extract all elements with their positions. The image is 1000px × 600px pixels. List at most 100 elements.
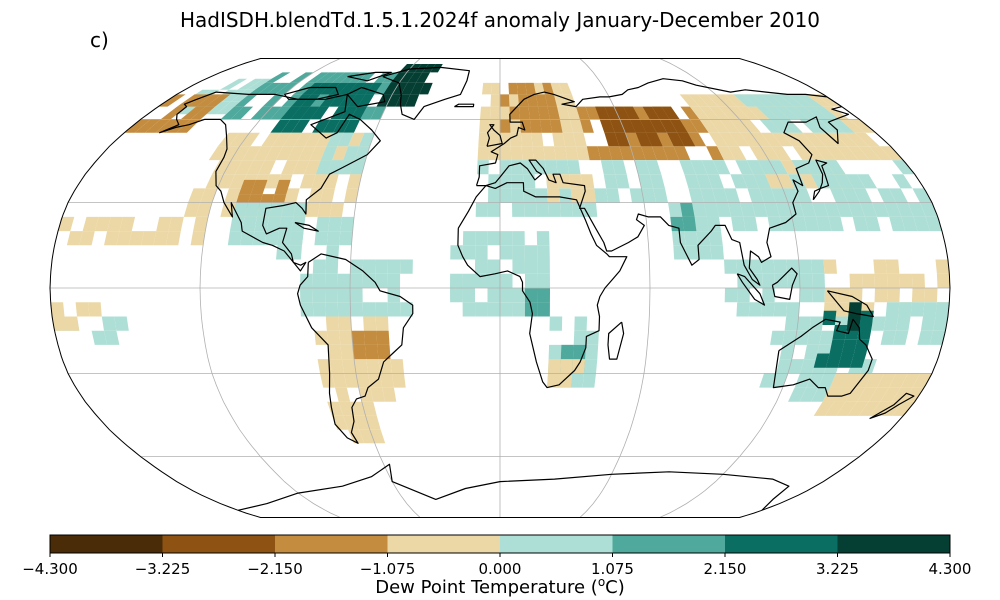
- anomaly-cell: [799, 119, 824, 133]
- anomaly-cell: [235, 160, 254, 175]
- anomaly-cell: [573, 132, 587, 147]
- anomaly-cell: [325, 288, 338, 303]
- anomaly-cell: [752, 202, 768, 217]
- anomaly-cell: [300, 94, 321, 107]
- anomaly-cell: [736, 302, 750, 317]
- anomaly-cell: [727, 106, 750, 120]
- anomaly-cell: [390, 72, 407, 83]
- chart-title: HadISDH.blendTd.1.5.1.2024f anomaly Janu…: [179, 8, 821, 32]
- anomaly-cell: [696, 231, 711, 246]
- anomaly-cell: [813, 106, 840, 120]
- anomaly-cell: [560, 359, 573, 374]
- anomaly-cell: [936, 273, 950, 288]
- anomaly-cell: [757, 160, 777, 175]
- anomaly-cell: [641, 146, 657, 161]
- anomaly-cell: [376, 330, 390, 345]
- anomaly-cell: [477, 160, 489, 175]
- anomaly-cell: [327, 160, 344, 175]
- anomaly-cell: [257, 82, 282, 95]
- anomaly-cell: [804, 344, 820, 360]
- anomaly-cell: [819, 119, 845, 133]
- anomaly-cell: [623, 106, 640, 120]
- anomaly-cell: [724, 288, 738, 303]
- anomaly-cell: [309, 146, 327, 161]
- anomaly-cell: [405, 94, 420, 107]
- anomaly-cell: [395, 94, 411, 107]
- anomaly-cell: [600, 160, 616, 175]
- anomaly-cell: [190, 106, 216, 120]
- colorbar-tick-label: −3.225: [134, 560, 191, 578]
- meridian-line: [199, 58, 341, 518]
- anomaly-cell: [75, 302, 90, 317]
- anomaly-cell: [834, 387, 854, 402]
- colorbar-tick-label: −2.150: [247, 560, 303, 578]
- anomaly-cell: [450, 288, 463, 303]
- anomaly-cell: [812, 288, 825, 303]
- anomaly-cell: [224, 188, 241, 203]
- anomaly-cell: [450, 273, 463, 288]
- coastline: [294, 221, 319, 232]
- anomaly-cell: [311, 82, 332, 95]
- anomaly-cell: [64, 316, 80, 331]
- anomaly-cell: [195, 202, 212, 217]
- anomaly-cell: [823, 259, 837, 274]
- anomaly-cell: [549, 316, 563, 331]
- anomaly-cell: [832, 325, 848, 340]
- anomaly-cell: [799, 387, 819, 402]
- anomaly-cell: [892, 401, 915, 416]
- anomaly-cell: [629, 119, 647, 133]
- anomaly-cell: [910, 302, 925, 317]
- anomaly-cell: [291, 94, 312, 107]
- anomaly-cell: [774, 273, 788, 288]
- anomaly-cell: [383, 82, 399, 95]
- anomaly-cell: [680, 106, 700, 120]
- anomaly-cell: [844, 132, 869, 147]
- anomaly-cell: [480, 106, 491, 120]
- anomaly-cell: [779, 119, 803, 133]
- anomaly-cell: [284, 188, 300, 203]
- anomaly-cell: [544, 94, 557, 107]
- anomaly-cell: [692, 202, 707, 217]
- anomaly-cell: [879, 146, 904, 161]
- anomaly-cell: [329, 82, 349, 95]
- anomaly-cell: [887, 273, 900, 288]
- anomaly-cell: [567, 160, 581, 175]
- coastline: [475, 78, 850, 286]
- anomaly-cell: [270, 106, 292, 120]
- anomaly-cell: [508, 82, 518, 95]
- anomaly-cell: [544, 160, 558, 175]
- anomaly-cell: [809, 119, 834, 133]
- anomaly-cell: [824, 202, 841, 217]
- anomaly-cell: [813, 353, 830, 368]
- anomaly-cell: [500, 288, 513, 303]
- anomaly-cell: [335, 387, 351, 402]
- anomaly-cell: [569, 119, 584, 133]
- anomaly-cell: [315, 132, 333, 147]
- anomaly-cell: [340, 106, 358, 120]
- anomaly-cell: [803, 106, 830, 120]
- anomaly-cell: [805, 94, 833, 107]
- anomaly-cell: [168, 216, 184, 232]
- anomaly-cell: [786, 302, 800, 317]
- anomaly-cell: [599, 119, 615, 133]
- anomaly-cell: [811, 387, 830, 402]
- anomaly-cell: [357, 94, 375, 107]
- panel-label: c): [90, 28, 109, 52]
- anomaly-cell: [677, 132, 696, 147]
- anomaly-cell: [756, 106, 780, 120]
- anomaly-cell: [320, 188, 335, 203]
- anomaly-cell: [305, 202, 320, 217]
- anomaly-cell: [792, 146, 814, 161]
- anomaly-cell: [350, 401, 366, 416]
- anomaly-cell: [645, 160, 662, 175]
- anomaly-cell: [304, 160, 321, 175]
- anomaly-cell: [813, 401, 835, 416]
- anomaly-cell: [462, 273, 475, 288]
- anomaly-cell: [708, 106, 730, 120]
- anomaly-cell: [337, 288, 351, 303]
- anomaly-cell: [350, 273, 363, 288]
- anomaly-cell: [364, 344, 379, 360]
- anomaly-cell: [799, 288, 813, 303]
- anomaly-cell: [537, 259, 550, 274]
- anomaly-cell: [219, 78, 248, 90]
